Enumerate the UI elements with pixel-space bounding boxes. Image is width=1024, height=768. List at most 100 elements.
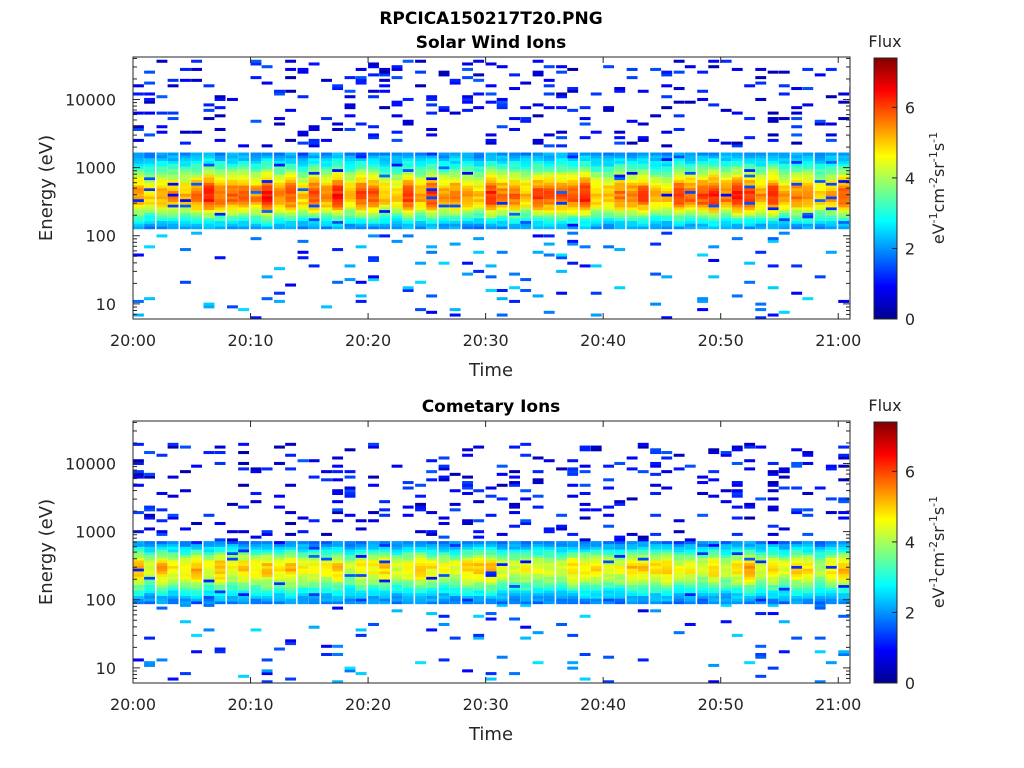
heatmap-cell bbox=[778, 475, 790, 479]
heatmap-cell bbox=[767, 168, 779, 172]
heatmap-cell bbox=[250, 579, 262, 583]
heatmap-cell bbox=[603, 557, 615, 561]
heatmap-cell bbox=[567, 565, 579, 569]
heatmap-cell bbox=[520, 579, 532, 583]
heatmap-cell bbox=[415, 201, 426, 205]
heatmap-cell bbox=[203, 226, 215, 230]
heatmap-cell bbox=[708, 163, 720, 167]
heatmap-cell bbox=[791, 464, 803, 468]
heatmap-cell bbox=[520, 590, 532, 594]
heatmap-cell bbox=[802, 182, 814, 186]
heatmap-cell bbox=[426, 552, 438, 556]
heatmap-cell bbox=[543, 557, 555, 561]
heatmap-cell bbox=[590, 182, 602, 186]
heatmap-cell bbox=[426, 174, 438, 178]
heatmap-cell bbox=[509, 188, 521, 192]
heatmap-cell bbox=[415, 562, 426, 566]
heatmap-cell bbox=[708, 598, 720, 602]
heatmap-cell bbox=[838, 584, 850, 588]
heatmap-cell bbox=[496, 97, 508, 101]
heatmap-cell bbox=[637, 196, 649, 200]
heatmap-cell bbox=[661, 130, 673, 134]
heatmap-cell bbox=[509, 565, 521, 569]
heatmap-cell bbox=[814, 560, 826, 564]
heatmap-cell bbox=[767, 543, 779, 547]
heatmap-cell bbox=[579, 163, 591, 167]
heatmap-cell bbox=[238, 461, 250, 465]
heatmap-cell bbox=[321, 576, 332, 580]
heatmap-cell bbox=[426, 554, 438, 558]
heatmap-cell bbox=[744, 554, 756, 558]
heatmap-cell bbox=[402, 486, 414, 490]
heatmap-cell bbox=[838, 576, 850, 580]
heatmap-cell bbox=[543, 571, 555, 575]
heatmap-cell bbox=[133, 138, 144, 142]
heatmap-cell bbox=[227, 502, 238, 506]
heatmap-cell bbox=[485, 223, 497, 227]
heatmap-cell bbox=[708, 549, 720, 553]
heatmap-cell bbox=[344, 174, 356, 178]
colorbar-label: eV-1cm-2sr-1s-1 bbox=[927, 132, 948, 244]
heatmap-cell bbox=[778, 470, 790, 474]
heatmap-cell bbox=[791, 201, 803, 205]
heatmap-cell bbox=[509, 579, 521, 583]
heatmap-cell bbox=[778, 598, 790, 602]
heatmap-cell bbox=[191, 218, 202, 222]
heatmap-cell bbox=[368, 196, 379, 200]
heatmap-cell bbox=[308, 579, 320, 583]
heatmap-cell bbox=[156, 579, 168, 583]
heatmap-cell bbox=[697, 196, 709, 200]
heatmap-cell bbox=[144, 196, 155, 200]
heatmap-cell bbox=[590, 157, 602, 162]
heatmap-cell bbox=[415, 166, 426, 170]
heatmap-cell bbox=[543, 174, 555, 178]
heatmap-cell bbox=[227, 530, 238, 534]
heatmap-cell bbox=[355, 185, 367, 189]
heatmap-cell bbox=[332, 207, 344, 211]
heatmap-cell bbox=[755, 554, 767, 558]
heatmap-cell bbox=[415, 163, 426, 167]
heatmap-cell bbox=[214, 582, 226, 586]
heatmap-cell bbox=[731, 516, 743, 520]
heatmap-cell bbox=[308, 519, 320, 523]
heatmap-cell bbox=[344, 157, 356, 162]
heatmap-cell bbox=[543, 530, 555, 534]
heatmap-cell bbox=[590, 565, 602, 569]
heatmap-cell bbox=[180, 152, 191, 156]
heatmap-cell bbox=[473, 106, 485, 110]
heatmap-cell bbox=[473, 576, 485, 580]
heatmap-cell bbox=[755, 302, 767, 306]
heatmap-cell bbox=[191, 174, 202, 178]
heatmap-cell bbox=[261, 152, 273, 156]
heatmap-cell bbox=[332, 280, 344, 284]
heatmap-cell bbox=[426, 168, 438, 172]
heatmap-cell bbox=[778, 601, 790, 605]
heatmap-cell bbox=[838, 549, 850, 553]
heatmap-cell bbox=[191, 546, 202, 550]
heatmap-cell bbox=[661, 182, 673, 186]
heatmap-cell bbox=[603, 584, 615, 588]
heatmap-cell bbox=[684, 220, 696, 224]
heatmap-cell bbox=[449, 218, 461, 222]
heatmap-cell bbox=[321, 552, 332, 556]
heatmap-cell bbox=[509, 475, 521, 479]
heatmap-cell bbox=[556, 185, 568, 189]
heatmap-cell bbox=[579, 502, 591, 506]
heatmap-cell bbox=[344, 182, 356, 186]
heatmap-cell bbox=[261, 554, 273, 558]
heatmap-cell bbox=[355, 193, 367, 197]
heatmap-cell bbox=[485, 171, 497, 175]
heatmap-cell bbox=[767, 223, 779, 227]
heatmap-cell bbox=[332, 587, 344, 591]
heatmap-cell bbox=[238, 308, 250, 312]
heatmap-cell bbox=[167, 587, 179, 591]
heatmap-cell bbox=[496, 576, 508, 580]
heatmap-cell bbox=[567, 171, 579, 175]
x-tick-label: 20:00 bbox=[110, 331, 156, 350]
heatmap-cell bbox=[496, 560, 508, 564]
heatmap-cell bbox=[368, 483, 379, 487]
heatmap-cell bbox=[603, 587, 615, 591]
heatmap-cell bbox=[438, 549, 450, 553]
heatmap-cell bbox=[438, 212, 450, 216]
